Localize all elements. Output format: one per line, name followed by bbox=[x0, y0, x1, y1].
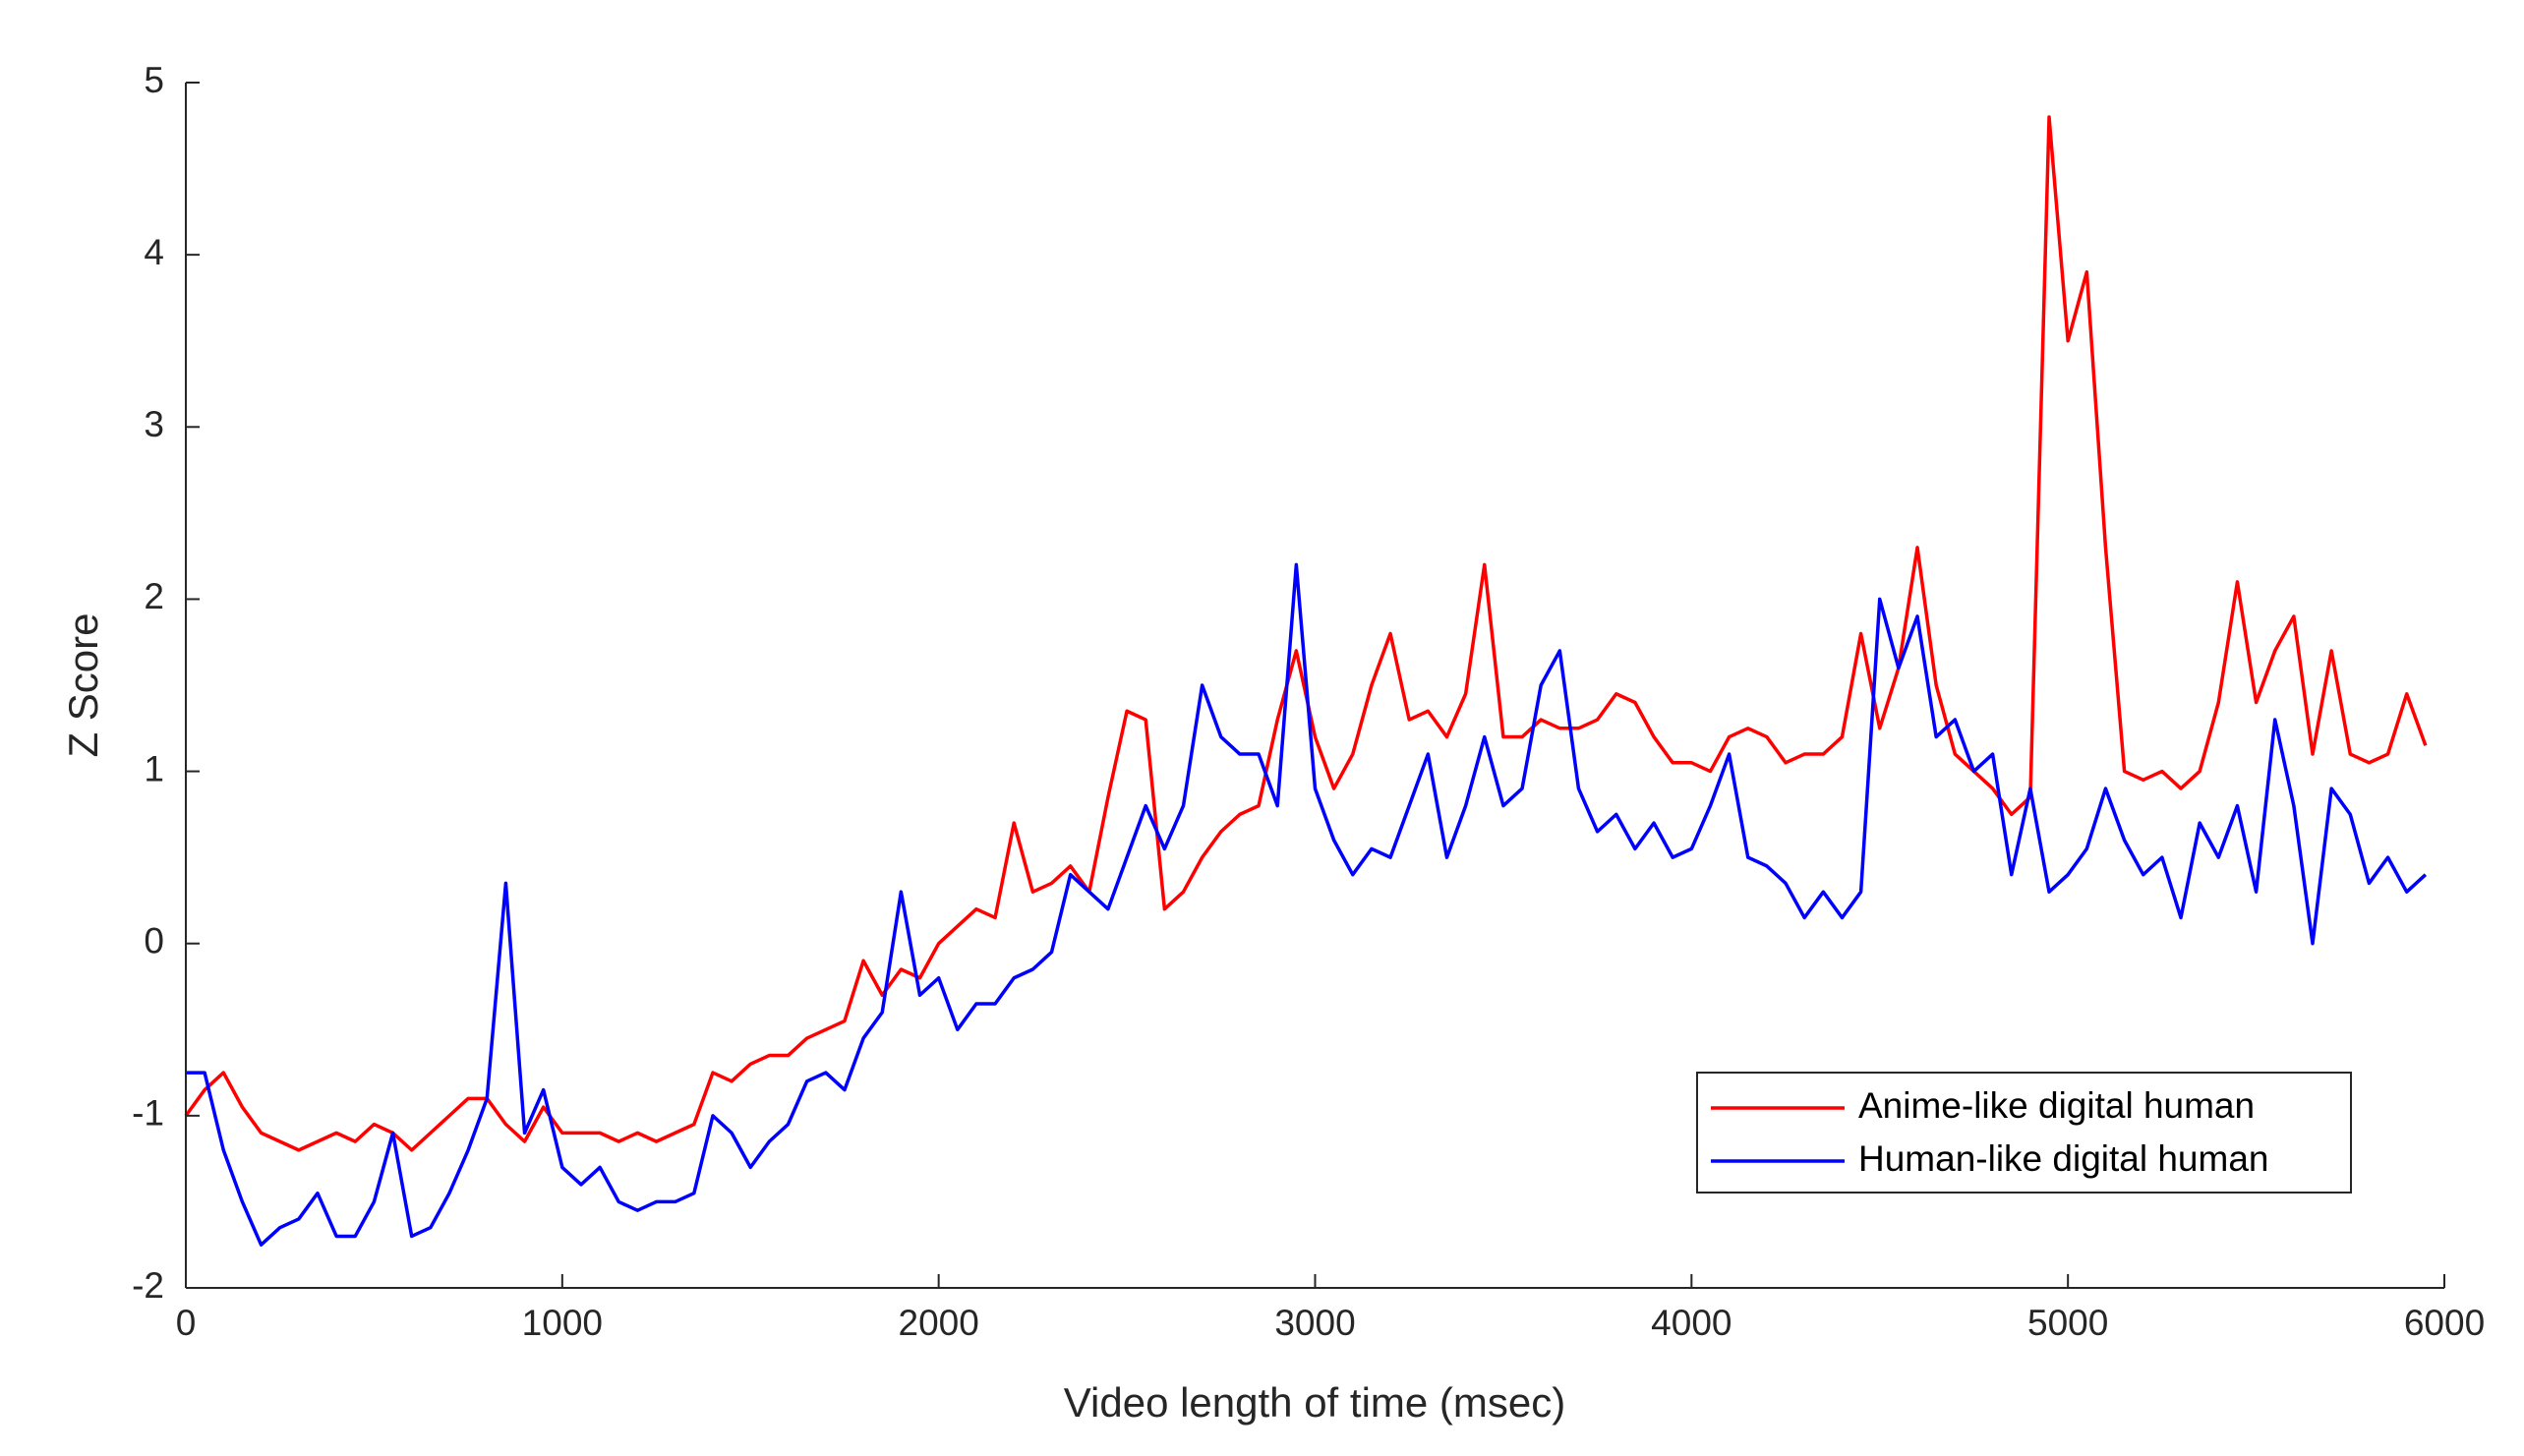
y-tick-label: 4 bbox=[144, 232, 164, 272]
y-axis-label: Z Score bbox=[60, 612, 106, 757]
y-tick-label: 3 bbox=[144, 404, 164, 444]
y-tick-label: 0 bbox=[144, 920, 164, 961]
x-tick-label: 5000 bbox=[2027, 1303, 2108, 1343]
y-tick-label: 1 bbox=[144, 748, 164, 788]
x-tick-label: 4000 bbox=[1651, 1303, 1732, 1343]
y-tick-label: 2 bbox=[144, 576, 164, 616]
data-line bbox=[184, 115, 2428, 1152]
data-line bbox=[186, 562, 2428, 1247]
x-tick-label: 1000 bbox=[522, 1303, 603, 1343]
x-tick-label: 0 bbox=[176, 1303, 197, 1343]
x-tick-label: 2000 bbox=[899, 1303, 979, 1343]
legend-label: Human-like digital human bbox=[1858, 1138, 2268, 1179]
legend-label: Anime-like digital human bbox=[1858, 1085, 2255, 1126]
y-tick-label: -1 bbox=[132, 1093, 164, 1134]
x-tick-label: 3000 bbox=[1274, 1303, 1355, 1343]
x-axis-label: Video length of time (msec) bbox=[1064, 1379, 1565, 1426]
y-tick-label: -2 bbox=[132, 1265, 164, 1306]
y-tick-label: 5 bbox=[144, 60, 164, 100]
x-tick-label: 6000 bbox=[2404, 1303, 2485, 1343]
legend-box bbox=[1696, 1072, 2352, 1194]
